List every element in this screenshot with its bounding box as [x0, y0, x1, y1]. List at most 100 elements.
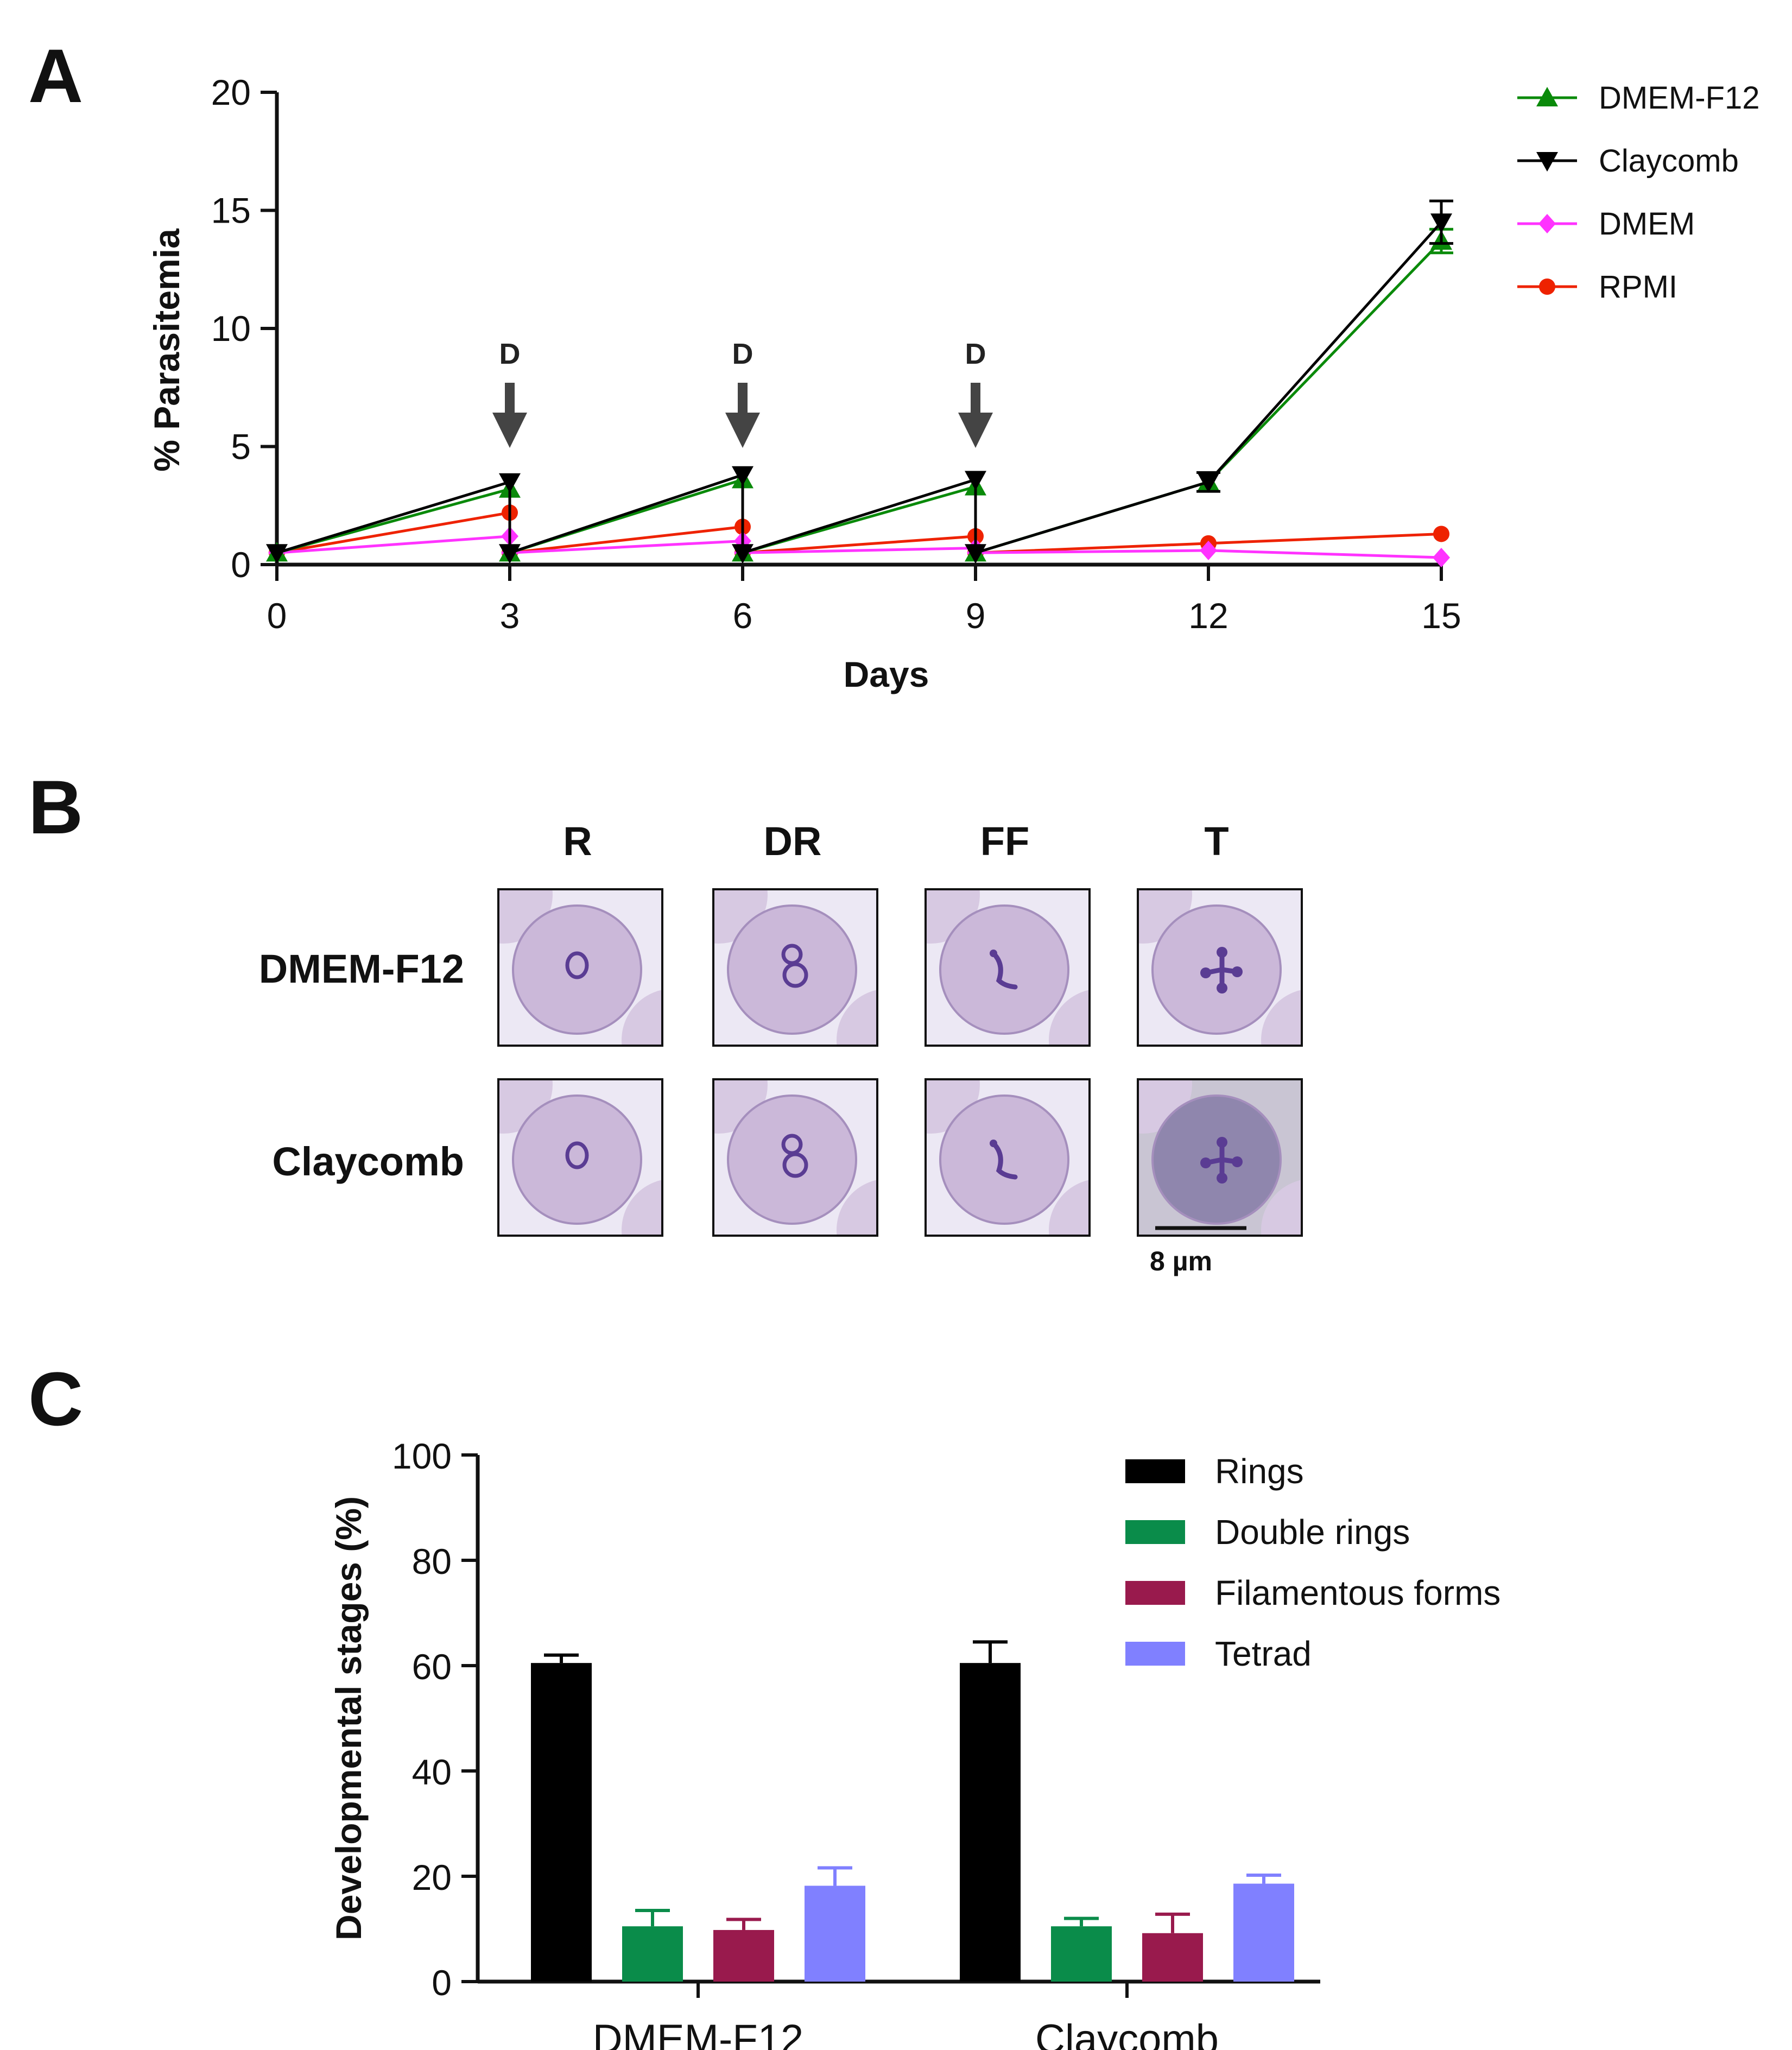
ring-parasite [782, 1152, 808, 1178]
tetrad-parasite-node [1232, 1156, 1243, 1167]
bar [1051, 1926, 1112, 1982]
neighbour-cell [1049, 990, 1090, 1046]
micrograph-frame [1137, 1078, 1303, 1237]
cell-membrane [512, 904, 642, 1035]
dilution-label: D [732, 338, 753, 370]
cell-membrane [727, 904, 857, 1035]
neighbour-cell [713, 889, 768, 944]
filamentous-parasite-node [990, 950, 997, 957]
series-line [509, 540, 743, 554]
scale-bar-label: 8 µm [1150, 1246, 1212, 1276]
red-blood-cell [513, 1096, 641, 1224]
legend-marker [1536, 152, 1558, 172]
bar [622, 1926, 683, 1982]
panel-letter-c: C [28, 1356, 83, 1441]
legend-marker [1539, 279, 1555, 295]
legend-label: Rings [1215, 1452, 1304, 1491]
y-tick-label-c: 0 [432, 1963, 452, 2003]
row-label-claycomb: Claycomb [272, 1139, 464, 1184]
y-tick-label-c: 80 [412, 1541, 452, 1581]
red-blood-cell [513, 906, 641, 1034]
data-point [499, 544, 521, 564]
legend-swatch [1125, 1520, 1185, 1544]
series-line [975, 240, 1442, 554]
filamentous-parasite [991, 951, 1018, 990]
developmental-stages-bar-chart: 0 20 40 60 80 100 DMEM-F12 Claycomb Rings Double … [392, 1436, 1501, 2050]
dilution-arrow-shaft [738, 383, 748, 414]
tetrad-parasite-node [1232, 966, 1243, 977]
micrograph-tile [1138, 1079, 1302, 1236]
y-tick-label-c: 20 [412, 1857, 452, 1897]
cell-membrane [727, 1094, 857, 1225]
micrograph-frame [925, 888, 1091, 1047]
column-label-r: R [563, 819, 592, 864]
data-point [1433, 547, 1450, 567]
cell-membrane [939, 904, 1069, 1035]
data-point [499, 473, 521, 493]
micrograph-tile [498, 1079, 662, 1236]
bar [1142, 1933, 1203, 1982]
micrograph-frame [1137, 888, 1303, 1047]
panel-letter-a: A [28, 33, 83, 118]
category-label: DMEM-F12 [593, 2016, 803, 2050]
series-line [276, 511, 510, 554]
red-blood-cell [940, 906, 1068, 1034]
neighbour-cell [1049, 1180, 1090, 1236]
x-tick-label-a: 12 [1188, 596, 1228, 636]
micrograph-frame [497, 1078, 663, 1237]
neighbour-cell [622, 1180, 662, 1236]
x-tick-label-a: 15 [1421, 596, 1461, 636]
cell-membrane [1151, 1094, 1282, 1225]
data-point [965, 471, 986, 491]
legend-swatch [1125, 1459, 1185, 1483]
tetrad-parasite-node [1217, 947, 1227, 958]
bar [531, 1663, 592, 1982]
y-tick-label-a: 20 [211, 72, 251, 112]
parasitemia-line-chart: 0 5 10 15 20 0 3 6 9 12 15 D D D DMEM-F12 Claycomb DMEM R… [211, 72, 1760, 636]
neighbour-cell [622, 990, 662, 1046]
dilution-arrow-shaft [971, 383, 980, 414]
dilution-arrow-head [725, 413, 760, 448]
neighbour-cell [713, 1079, 768, 1134]
neighbour-cell [1138, 1079, 1192, 1134]
legend-label: Filamentous forms [1215, 1573, 1500, 1612]
data-point [965, 544, 986, 564]
cell-membrane [512, 1094, 642, 1225]
tetrad-parasite-node [1217, 983, 1227, 994]
neighbour-cell [837, 1180, 877, 1236]
y-tick-label-a: 5 [231, 427, 251, 467]
tetrad-parasite-node [1200, 1157, 1211, 1168]
dilution-arrow-head [958, 413, 993, 448]
category-label: Claycomb [1035, 2016, 1219, 2050]
column-label-t: T [1204, 819, 1229, 864]
data-point [732, 544, 753, 564]
legend-label: DMEM [1599, 206, 1695, 242]
x-tick-label-a: 0 [267, 596, 287, 636]
neighbour-cell [1261, 990, 1302, 1046]
neighbour-cell [926, 889, 980, 944]
micrograph-tile [713, 1079, 877, 1236]
bar [713, 1929, 774, 1982]
y-tick-label-c: 40 [412, 1752, 452, 1792]
neighbour-cell [498, 1079, 553, 1134]
data-point [1198, 473, 1219, 493]
y-tick-label-c: 60 [412, 1647, 452, 1687]
ring-parasite [565, 1141, 589, 1169]
data-point [1433, 526, 1449, 542]
dilution-arrow-head [492, 413, 527, 448]
legend-label: DMEM-F12 [1599, 80, 1759, 116]
series-line [276, 535, 510, 554]
tetrad-parasite-node [1217, 1137, 1227, 1148]
neighbour-cell [498, 889, 553, 944]
micrograph-frame [925, 1078, 1091, 1237]
legend-label: RPMI [1599, 269, 1677, 305]
micrograph-tile [926, 1079, 1090, 1236]
y-tick-label-a: 15 [211, 191, 251, 231]
neighbour-cell [1261, 1180, 1302, 1236]
ring-parasite [782, 962, 808, 988]
y-tick-label-a: 10 [211, 308, 251, 349]
legend-marker [1536, 87, 1558, 106]
dilution-label: D [965, 338, 986, 370]
data-point [1200, 540, 1217, 560]
